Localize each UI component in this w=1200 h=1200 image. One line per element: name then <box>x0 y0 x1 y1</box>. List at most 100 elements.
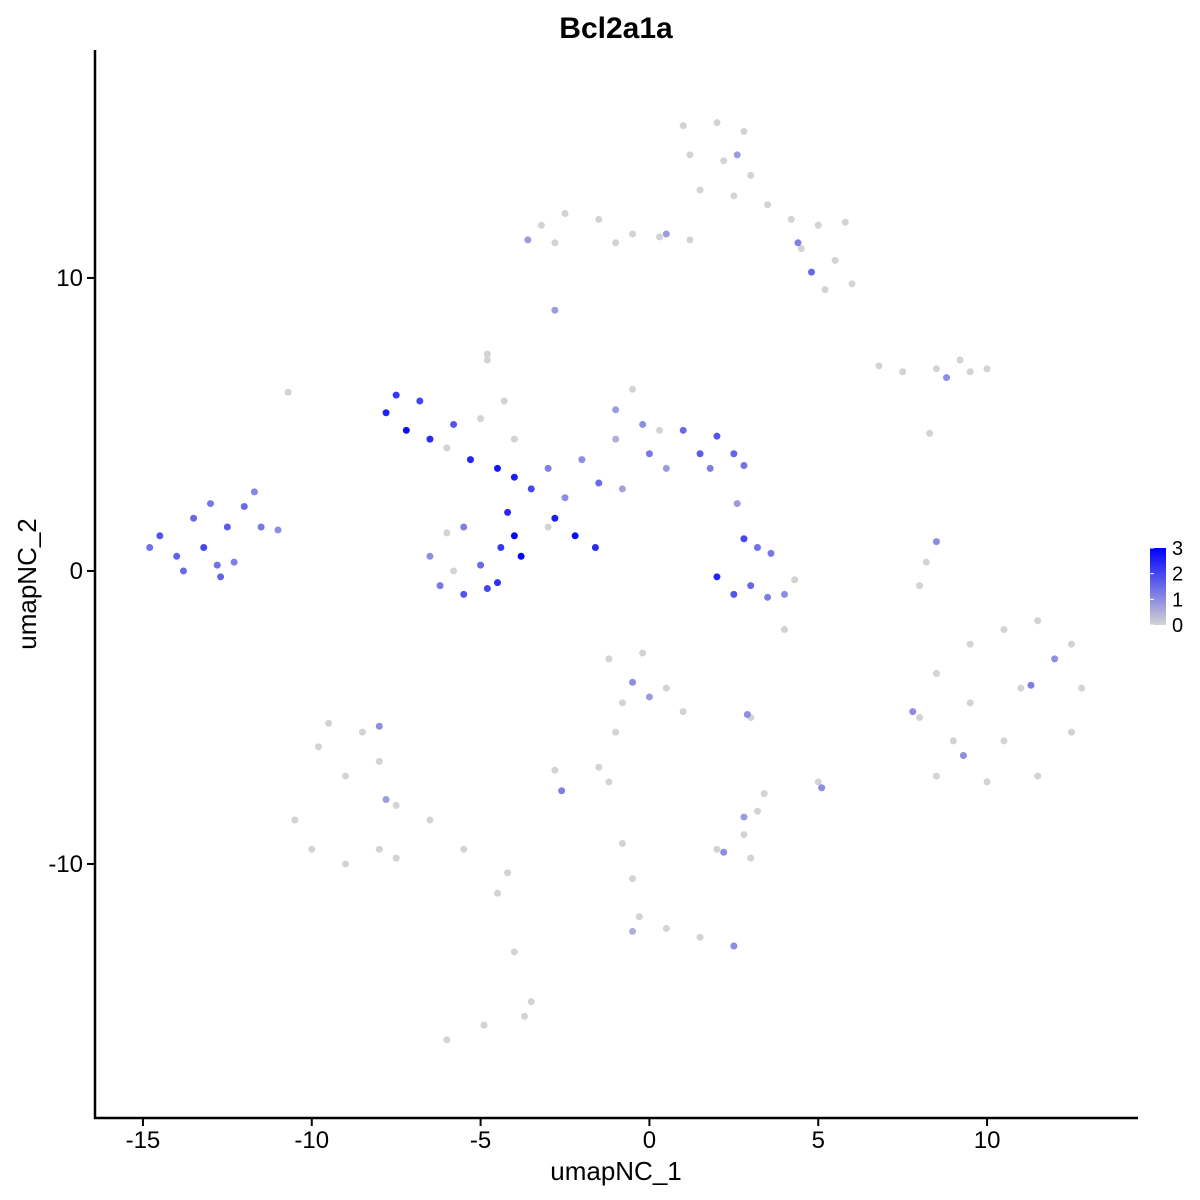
point <box>814 778 822 786</box>
point <box>460 590 468 598</box>
point <box>983 778 991 786</box>
point <box>544 464 552 472</box>
point <box>1034 617 1042 625</box>
point <box>537 221 545 229</box>
point <box>740 831 748 839</box>
point <box>1034 772 1042 780</box>
point <box>558 787 566 795</box>
point <box>662 924 670 932</box>
point <box>426 552 434 560</box>
point <box>500 397 508 405</box>
y-tick-label: 10 <box>56 265 83 292</box>
point <box>932 670 940 678</box>
point <box>483 356 491 364</box>
point <box>909 708 917 716</box>
point <box>848 280 856 288</box>
point <box>591 544 599 552</box>
point <box>966 640 974 648</box>
point <box>325 719 333 727</box>
point <box>392 801 400 809</box>
point <box>1000 626 1008 634</box>
point <box>713 119 721 127</box>
point <box>443 529 451 537</box>
point <box>639 420 647 428</box>
point <box>544 523 552 531</box>
point <box>959 752 967 760</box>
point <box>656 233 664 241</box>
point <box>949 737 957 745</box>
point <box>720 157 728 165</box>
point <box>686 151 694 159</box>
point <box>460 845 468 853</box>
point <box>146 544 154 552</box>
point <box>510 532 518 540</box>
point <box>679 708 687 716</box>
point <box>504 869 512 877</box>
point <box>740 813 748 821</box>
point <box>639 649 647 657</box>
point <box>679 426 687 434</box>
point <box>983 365 991 373</box>
point <box>460 523 468 531</box>
point <box>595 763 603 771</box>
point <box>443 1036 451 1044</box>
point <box>173 552 181 560</box>
point <box>493 464 501 472</box>
point <box>662 684 670 692</box>
point <box>504 508 512 516</box>
point <box>358 728 366 736</box>
point <box>426 435 434 443</box>
point <box>612 728 620 736</box>
point <box>206 500 214 508</box>
point <box>713 845 721 853</box>
point <box>291 816 299 824</box>
point <box>760 790 768 798</box>
point <box>696 450 704 458</box>
point <box>223 523 231 531</box>
point <box>480 1021 488 1029</box>
point <box>250 488 258 496</box>
point <box>520 1012 528 1020</box>
point <box>797 245 805 253</box>
point <box>679 122 687 130</box>
point <box>612 239 620 247</box>
point <box>483 350 491 358</box>
point <box>733 151 741 159</box>
x-tick-label: 0 <box>643 1127 656 1154</box>
point <box>780 590 788 598</box>
point <box>551 306 559 314</box>
point <box>477 561 485 569</box>
point <box>821 286 829 294</box>
point <box>179 567 187 575</box>
point <box>392 391 400 399</box>
point <box>618 485 626 493</box>
point <box>720 848 728 856</box>
point <box>629 678 637 686</box>
colorbar <box>1150 548 1166 625</box>
point <box>635 913 643 921</box>
point <box>605 778 613 786</box>
point <box>696 933 704 941</box>
point <box>595 479 603 487</box>
point <box>524 236 532 244</box>
point <box>392 854 400 862</box>
point <box>517 552 525 560</box>
point <box>794 239 802 247</box>
point <box>740 461 748 469</box>
point <box>382 409 390 417</box>
point <box>618 839 626 847</box>
point <box>1078 684 1086 692</box>
point <box>875 362 883 370</box>
point <box>375 722 383 730</box>
point <box>493 579 501 587</box>
point <box>706 464 714 472</box>
point <box>662 464 670 472</box>
point <box>645 693 653 701</box>
point <box>561 494 569 502</box>
point <box>645 450 653 458</box>
point <box>416 397 424 405</box>
point <box>629 385 637 393</box>
point <box>551 766 559 774</box>
